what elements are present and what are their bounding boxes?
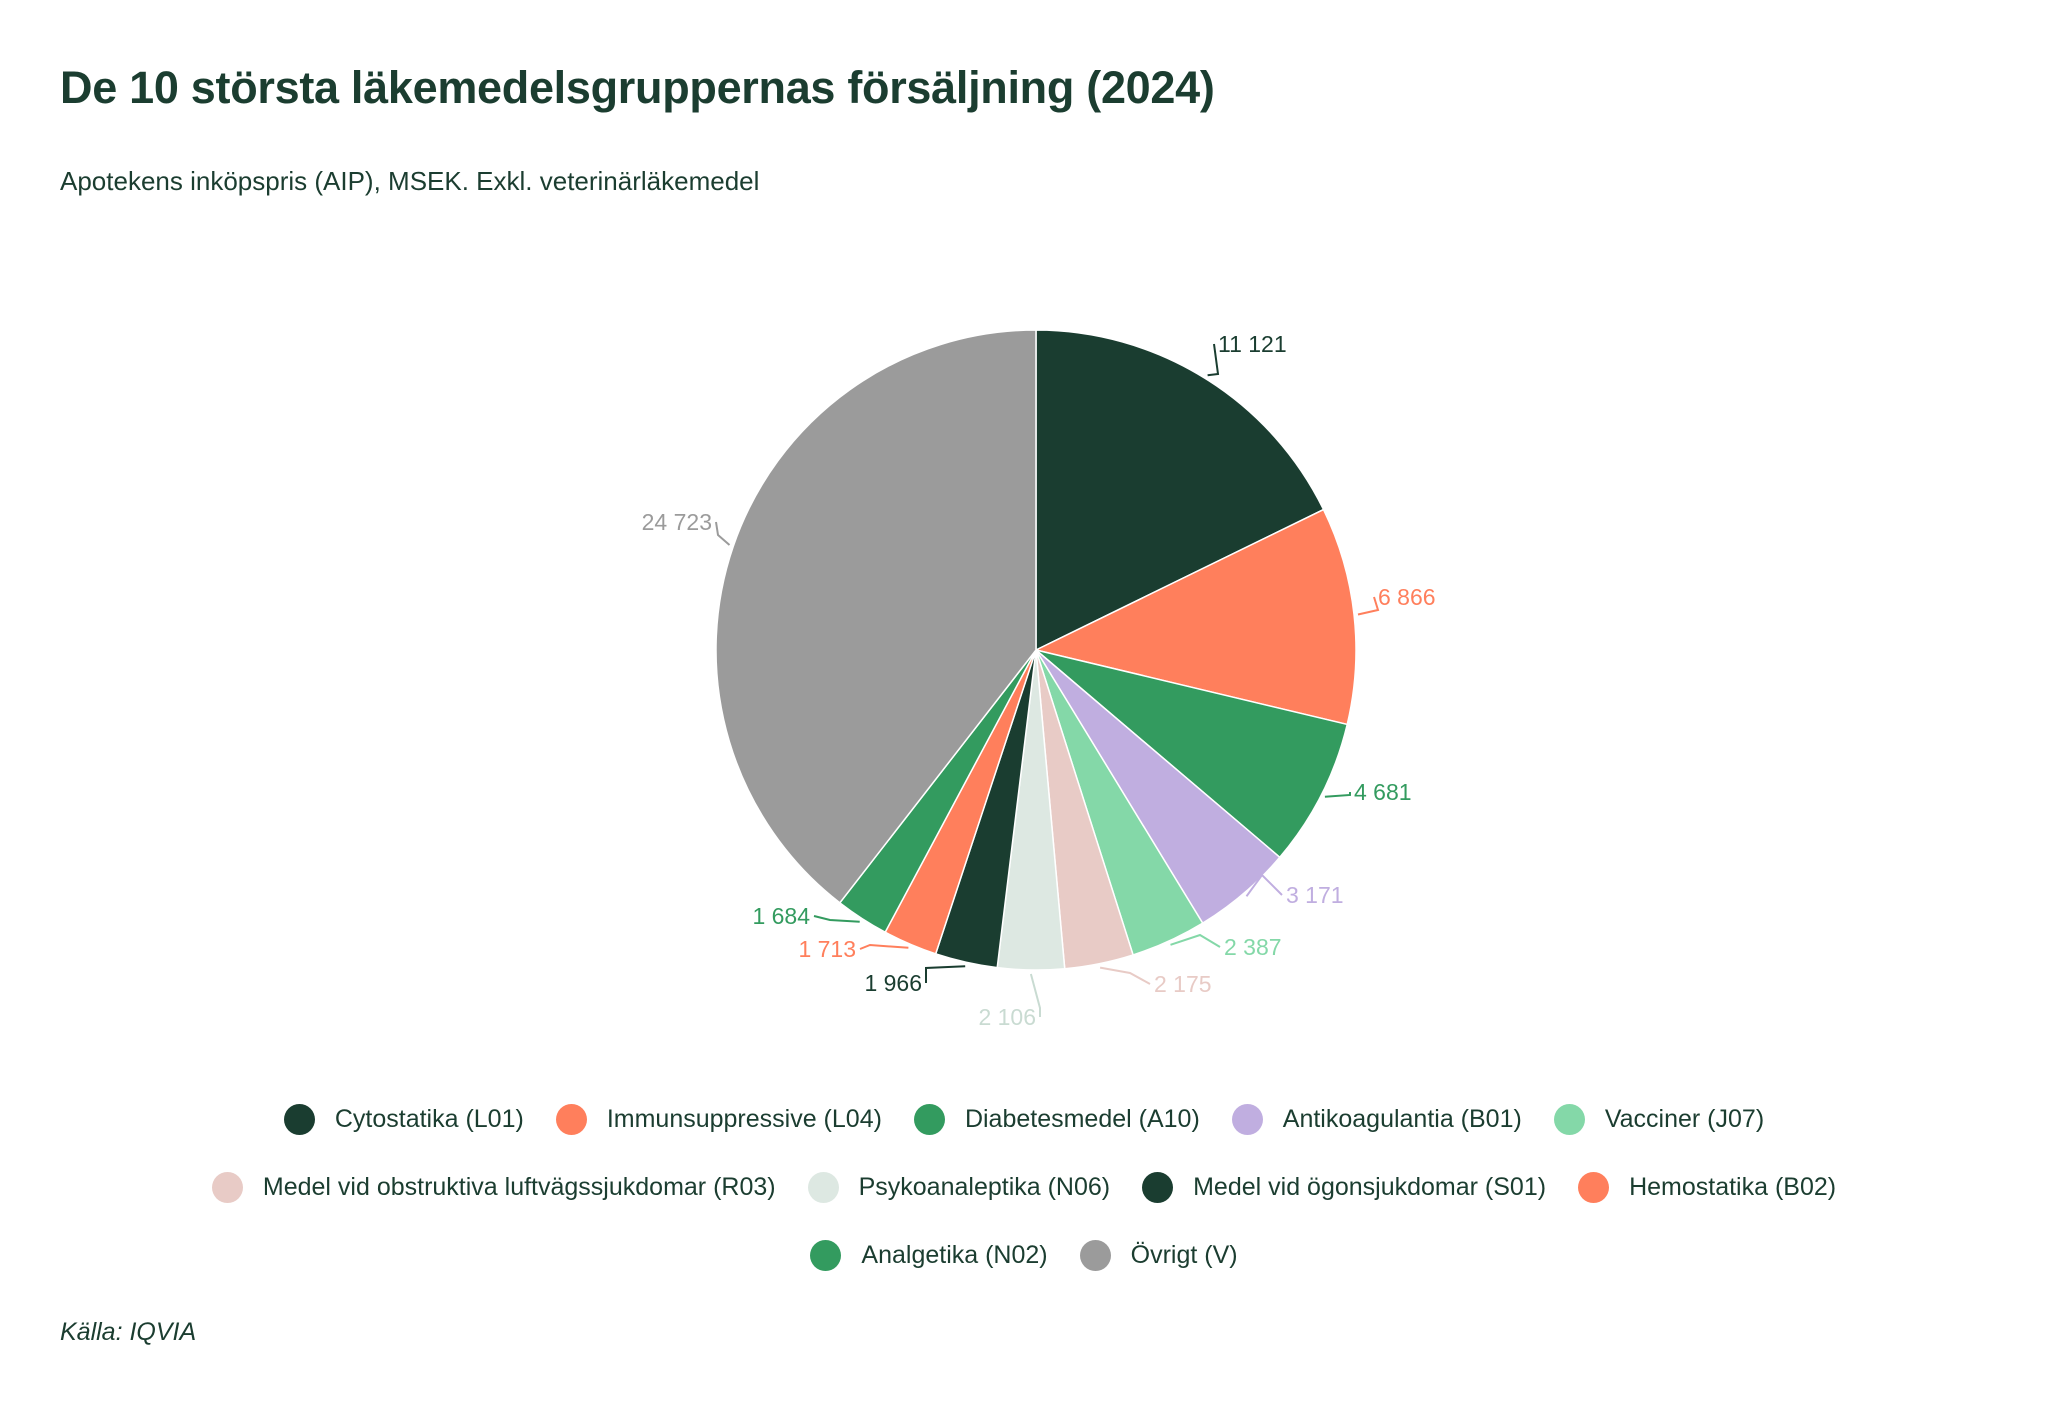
legend-label: Hemostatika (B02)	[1629, 1172, 1837, 1201]
legend-swatch	[810, 1239, 842, 1271]
data-label: 6 866	[1378, 584, 1436, 610]
legend-label: Diabetesmedel (A10)	[964, 1104, 1200, 1133]
legend-item[interactable]: Diabetesmedel (A10)	[913, 1103, 1200, 1135]
legend-row: Medel vid obstruktiva luftvägssjukdomar …	[0, 1153, 2048, 1221]
legend-swatch	[807, 1171, 839, 1203]
legend-item[interactable]: Analgetika (N02)	[810, 1239, 1048, 1271]
leader-line	[859, 943, 909, 950]
data-label: 1 713	[798, 936, 856, 962]
legend-item[interactable]: Psykoanaleptika (N06)	[807, 1171, 1111, 1203]
legend-swatch	[1578, 1171, 1610, 1203]
legend-swatch	[1553, 1103, 1585, 1135]
leader-line	[1099, 966, 1151, 985]
chart-title: De 10 största läkemedelsgruppernas försä…	[60, 62, 1215, 113]
legend-row: Cytostatika (L01) Immunsuppressive (L04) D…	[0, 1085, 2048, 1153]
leader-line	[1324, 792, 1351, 798]
legend-item[interactable]: Vacciner (J07)	[1553, 1103, 1765, 1135]
leader-line	[813, 915, 860, 923]
leader-line	[715, 521, 731, 546]
pie-slice	[1035, 649, 1349, 859]
data-label: 11 121	[1218, 331, 1287, 357]
legend-swatch	[555, 1103, 587, 1135]
legend-item[interactable]: Antikoagulantia (B01)	[1231, 1103, 1522, 1135]
data-label: 1 966	[864, 970, 922, 996]
legend-label: Medel vid obstruktiva luftvägssjukdomar …	[262, 1172, 776, 1201]
data-label: 2 106	[978, 1004, 1036, 1030]
pie-slice	[1035, 329, 1325, 652]
legend-label: Antikoagulantia (B01)	[1282, 1104, 1522, 1133]
legend-swatch	[283, 1103, 315, 1135]
chart-legend: Cytostatika (L01) Immunsuppressive (L04) D…	[0, 1085, 2048, 1289]
legend-item[interactable]: Medel vid ögonsjukdomar (S01)	[1142, 1171, 1547, 1203]
legend-swatch	[913, 1103, 945, 1135]
leader-line	[925, 965, 966, 983]
pie-slice	[1033, 508, 1357, 726]
legend-item[interactable]: Immunsuppressive (L04)	[555, 1103, 882, 1135]
legend-label: Analgetika (N02)	[861, 1240, 1048, 1269]
leader-line	[1245, 873, 1283, 897]
legend-label: Cytostatika (L01)	[334, 1104, 524, 1133]
source-note: Källa: IQVIA	[60, 1318, 197, 1346]
legend-row: Analgetika (N02) Övrigt (V)	[0, 1221, 2048, 1289]
legend-swatch	[1079, 1239, 1111, 1271]
legend-swatch	[211, 1171, 243, 1203]
data-label: 2 175	[1154, 971, 1212, 997]
data-label: 24 723	[642, 509, 712, 535]
legend-item[interactable]: Medel vid obstruktiva luftvägssjukdomar …	[211, 1171, 776, 1203]
data-label: 4 681	[1354, 779, 1412, 805]
data-label: 2 387	[1224, 934, 1282, 960]
legend-swatch	[1142, 1171, 1174, 1203]
leader-line	[1170, 933, 1221, 948]
legend-label: Vacciner (J07)	[1604, 1104, 1765, 1133]
legend-item[interactable]: Övrigt (V)	[1079, 1239, 1238, 1271]
legend-label: Övrigt (V)	[1130, 1240, 1238, 1269]
pie-slice	[715, 329, 1037, 904]
legend-item[interactable]: Cytostatika (L01)	[283, 1103, 524, 1135]
legend-label: Psykoanaleptika (N06)	[858, 1172, 1111, 1201]
data-label: 3 171	[1286, 882, 1344, 908]
leader-line	[1207, 343, 1220, 377]
legend-label: Immunsuppressive (L04)	[606, 1104, 882, 1133]
leader-line	[1029, 973, 1041, 1017]
legend-swatch	[1231, 1103, 1263, 1135]
legend-item[interactable]: Hemostatika (B02)	[1578, 1171, 1837, 1203]
leader-line	[1357, 596, 1380, 616]
data-label: 1 684	[752, 903, 810, 929]
label-leader-lines	[715, 343, 1380, 1017]
pie-slices	[715, 329, 1357, 971]
chart-subtitle: Apotekens inköpspris (AIP), MSEK. Exkl. …	[60, 166, 760, 196]
legend-label: Medel vid ögonsjukdomar (S01)	[1193, 1172, 1547, 1201]
